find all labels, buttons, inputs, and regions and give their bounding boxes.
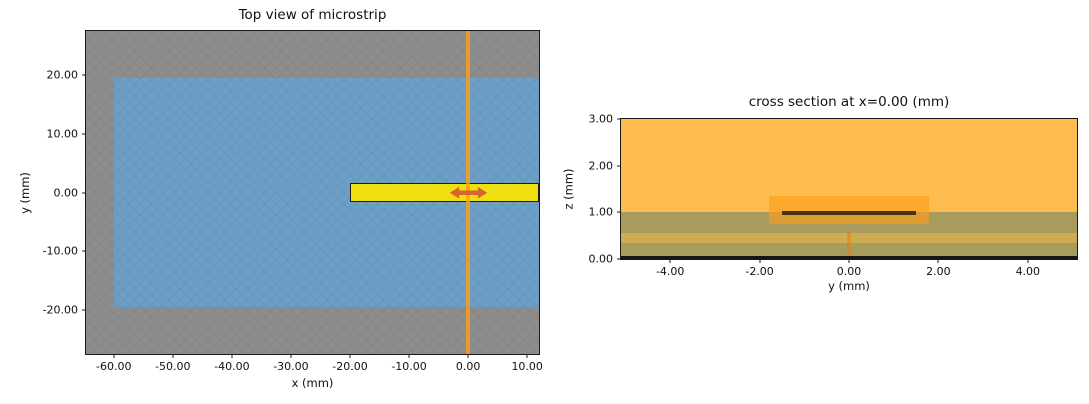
- x-tick-label: -40.00: [214, 360, 250, 373]
- x-axis-label: x (mm): [291, 376, 334, 390]
- y-axis-label: z (mm): [562, 168, 577, 210]
- cross-section-marker-line: [465, 31, 471, 354]
- x-tick-mark: [231, 354, 233, 358]
- y-tick-mark: [82, 250, 86, 252]
- y-tick-label: 0.00: [53, 186, 79, 199]
- y-tick-label: -10.00: [42, 244, 78, 258]
- y-tick-label: 10.00: [46, 127, 79, 141]
- y-tick-mark: [82, 74, 86, 76]
- x-tick-label: 0.00: [455, 360, 481, 373]
- y-tick-mark: [617, 165, 621, 167]
- substrate-region: [621, 212, 1077, 259]
- x-tick-mark: [848, 259, 850, 263]
- x-tick-mark: [526, 354, 528, 358]
- x-tick-mark: [467, 354, 469, 358]
- substrate-top-region: [113, 77, 539, 307]
- dielectric-layer-band: [621, 233, 1077, 243]
- boundary-hatched-region: [86, 31, 539, 354]
- y-tick-label: 0.00: [588, 252, 614, 266]
- x-tick-label: -30.00: [273, 360, 309, 373]
- y-tick-mark: [82, 309, 86, 311]
- y-tick-mark: [617, 211, 621, 213]
- x-tick-mark: [408, 354, 410, 358]
- port-region-box: [768, 196, 930, 224]
- x-tick-label: -20.00: [332, 360, 368, 373]
- y-tick-mark: [617, 258, 621, 260]
- x-tick-label: 4.00: [1015, 265, 1041, 278]
- y-tick-label: 20.00: [46, 68, 79, 82]
- x-tick-mark: [113, 354, 115, 358]
- y-tick-mark: [82, 133, 86, 135]
- plot-area: -4.00 -2.00 0.00 2.00 4.00 3.00 2.00 1.00 0.00: [589, 114, 1078, 277]
- x-tick-mark: [172, 354, 174, 358]
- x-axis-label: y (mm): [828, 279, 870, 293]
- regions-layer: [621, 119, 1077, 259]
- hatch-overlay: [86, 31, 539, 354]
- y-axis-label: y (mm): [18, 171, 32, 214]
- y-tick-mark: [82, 192, 86, 193]
- y-tick-label: 1.00: [588, 205, 614, 219]
- y-tick-label: 3.00: [588, 112, 614, 126]
- plot-title: cross section at x=0.00 (mm): [748, 94, 950, 110]
- regions-layer: [86, 31, 539, 354]
- x-tick-label: -60.00: [96, 360, 132, 373]
- x-tick-mark: [937, 259, 939, 263]
- y-tick-label: 2.00: [588, 159, 614, 173]
- microstrip-trace: [350, 183, 539, 202]
- x-tick-mark: [669, 259, 671, 263]
- port-excitation-arrow: [449, 186, 487, 199]
- microstrip-conductor-line: [781, 210, 917, 215]
- y-tick-label: -20.00: [42, 303, 78, 317]
- plot-area: -60.00 -50.00 -40.00 -30.00 -20.00 -10.00 0.00…: [43, 30, 543, 372]
- y-axis-label-wrap: z (mm): [560, 118, 578, 260]
- x-tick-mark: [759, 259, 761, 263]
- x-tick-label: -50.00: [155, 360, 191, 373]
- x-tick-label: -2.00: [745, 265, 774, 278]
- x-tick-label: 0.00: [836, 265, 862, 278]
- x-tick-mark: [290, 354, 292, 358]
- x-tick-label: 2.00: [926, 265, 951, 278]
- plot-title: Top view of microstrip: [238, 7, 387, 23]
- x-tick-label: -10.00: [391, 360, 427, 373]
- x-tick-mark: [349, 354, 351, 358]
- x-tick-mark: [1027, 259, 1029, 263]
- y-tick-mark: [617, 118, 621, 120]
- ground-plane-line: [621, 256, 1077, 259]
- air-box-region: [621, 119, 1077, 259]
- x-tick-label: 10.00: [511, 360, 543, 373]
- x-tick-label: -4.00: [655, 265, 685, 278]
- feed-marker-line: [846, 231, 852, 259]
- y-axis-label-wrap: y (mm): [16, 30, 34, 355]
